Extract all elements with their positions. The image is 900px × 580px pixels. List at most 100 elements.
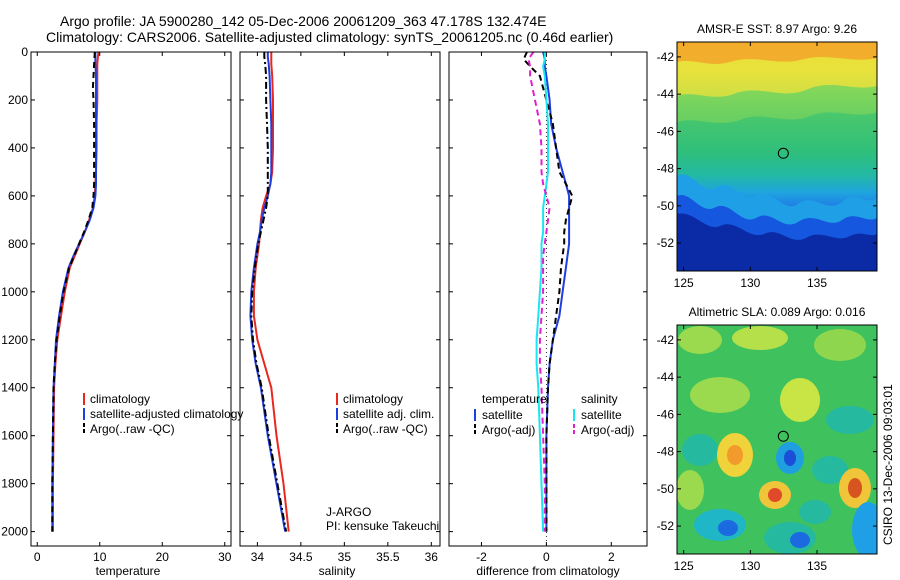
- sla-blob: [690, 377, 750, 413]
- sst-map-ytick-label: -50: [657, 199, 675, 213]
- difference-panel: -2 0 2 difference from climatology tempera…: [448, 51, 648, 578]
- sla-map-panel: Altimetric SLA: 0.089 Argo: 0.016: [657, 305, 878, 573]
- difference-legend: temperaturesatelliteArgo(-adj)salinitysa…: [474, 392, 634, 437]
- sla-blob: [852, 502, 877, 554]
- sst-map-xtick-label: 125: [674, 276, 694, 290]
- salinity-xlabel: salinity: [319, 564, 356, 578]
- sla-map-frame: [676, 324, 878, 555]
- difference-xtick-label: 0: [543, 550, 550, 564]
- sla-map-ytick-label: -42: [657, 333, 675, 347]
- sla-argo-marker: [777, 430, 789, 442]
- sst-map-title: AMSR-E SST: 8.97 Argo: 9.26: [697, 22, 857, 36]
- sla-blob: [677, 470, 704, 510]
- sla-blob: [812, 456, 848, 484]
- sst-map-ytick-label: -52: [657, 236, 675, 250]
- difference-legend-heading: salinity: [581, 392, 618, 406]
- difference-line-salinity-satellite: [535, 52, 549, 532]
- sst-map-panel: AMSR-E SST: 8.97 Argo: 9.26 125 130 135 -42…: [657, 22, 878, 290]
- difference-ticks: -2 0 2: [449, 51, 647, 564]
- temperature-ytick-label: 1600: [1, 429, 28, 443]
- temperature-ytick-label: 600: [8, 189, 28, 203]
- temperature-ytick-label: 1000: [1, 285, 28, 299]
- sst-argo-marker: [777, 147, 789, 159]
- salinity-xtick-label: 36: [425, 550, 439, 564]
- sst-map-field: [677, 42, 877, 271]
- salinity-xtick-label: 34: [251, 550, 265, 564]
- sst-map-xtick-label: 130: [740, 276, 760, 290]
- sst-map-ytick-label: -48: [657, 162, 675, 176]
- temperature-ytick-label: 1800: [1, 477, 28, 491]
- difference-xlabel: difference from climatology: [476, 564, 619, 578]
- sst-map-frame: [676, 41, 878, 272]
- temperature-xtick-label: 10: [93, 550, 107, 564]
- temperature-line-argo-raw-qc: [51, 51, 96, 532]
- figure-header-line2: Climatology: CARS2006. Satellite-adjuste…: [46, 29, 613, 45]
- salinity-xtick-label: 35: [338, 550, 352, 564]
- temperature-line-climatology: [51, 51, 100, 532]
- difference-xtick-label: 2: [608, 550, 615, 564]
- sla-blob: [799, 500, 831, 524]
- salinity-series-lines: [249, 52, 290, 532]
- temperature-xtick-label: 0: [34, 550, 41, 564]
- difference-legend-label: satellite: [482, 408, 523, 422]
- sst-map-ytick-label: -42: [657, 50, 675, 64]
- sla-blob: [790, 532, 810, 548]
- temperature-xtick-label: 20: [156, 550, 170, 564]
- sla-map-ytick-label: -48: [657, 445, 675, 459]
- temperature-ytick-label: 1400: [1, 381, 28, 395]
- salinity-panel: 34 34.5 35 35.5 36 salinity climatologysatel…: [239, 51, 441, 578]
- difference-axes-frame: [448, 51, 648, 547]
- sst-map-xtick-label: 135: [807, 276, 827, 290]
- temperature-line-satellite-adjusted-climatology: [51, 52, 97, 532]
- temperature-ytick-label: 200: [8, 93, 28, 107]
- sla-map-title: Altimetric SLA: 0.089 Argo: 0.016: [689, 305, 866, 319]
- sla-blob: [780, 378, 820, 422]
- difference-legend-heading: temperature: [482, 392, 547, 406]
- temperature-ytick-label: 400: [8, 141, 28, 155]
- sla-blob: [718, 520, 738, 536]
- sla-map-xtick-label: 125: [674, 559, 694, 573]
- sst-lime-band: [677, 84, 877, 123]
- sst-map-ytick-label: -44: [657, 87, 675, 101]
- sla-map-ytick-label: -44: [657, 370, 675, 384]
- temperature-ytick-label: 800: [8, 237, 28, 251]
- difference-series-lines: [522, 51, 574, 546]
- temperature-ticks: 0 10 20 30 0 200 400 600 800 1000 1200 1400 1600 1800…: [1, 45, 231, 564]
- temperature-panel: 0 10 20 30 0 200 400 600 800 1000 1200 1400 1600 1800…: [1, 45, 243, 578]
- sla-blob: [826, 406, 874, 434]
- difference-legend-label: Argo(-adj): [482, 423, 535, 437]
- salinity-legend-label: Argo(..raw -QC): [343, 422, 428, 436]
- sst-map-ytick-label: -46: [657, 124, 675, 138]
- sla-map-ytick-label: -50: [657, 482, 675, 496]
- temperature-series-lines: [51, 51, 100, 532]
- salinity-ticks: 34 34.5 35 35.5 36: [240, 51, 440, 564]
- salinity-xtick-label: 35.5: [376, 550, 400, 564]
- difference-legend-label: Argo(-adj): [581, 423, 634, 437]
- salinity-axes-frame: [239, 51, 441, 547]
- sla-blob: [814, 329, 866, 361]
- sla-blob: [784, 450, 796, 466]
- pi-annotation: PI: kensuke Takeuchi: [326, 519, 439, 533]
- temperature-legend-label: satellite-adjusted climatology: [90, 407, 243, 421]
- sla-map-ytick-label: -52: [657, 519, 675, 533]
- sla-blob: [682, 434, 718, 466]
- jargo-annotation: J-ARGO: [326, 505, 371, 519]
- figure-header-line1: Argo profile: JA 5900280_142 05-Dec-2006…: [60, 13, 547, 29]
- sst-front-navy: [677, 213, 877, 271]
- temperature-legend-label: Argo(..raw -QC): [90, 422, 175, 436]
- sla-map-ticks: 125 130 135 -42 -44 -46 -48 -50 -52: [657, 325, 877, 573]
- sla-blob: [727, 445, 743, 465]
- temperature-ytick-label: 1200: [1, 333, 28, 347]
- sst-warm-band: [677, 42, 877, 64]
- sst-map-ticks: 125 130 135 -42 -44 -46 -48 -50 -52: [657, 42, 877, 290]
- temperature-ytick-label: 0: [21, 45, 28, 59]
- temperature-legend-label: climatology: [90, 392, 150, 406]
- salinity-xtick-label: 34.5: [289, 550, 313, 564]
- sla-blob: [678, 326, 722, 354]
- sla-map-xtick-label: 130: [740, 559, 760, 573]
- salinity-legend-label: climatology: [343, 392, 403, 406]
- sla-map-ytick-label: -46: [657, 407, 675, 421]
